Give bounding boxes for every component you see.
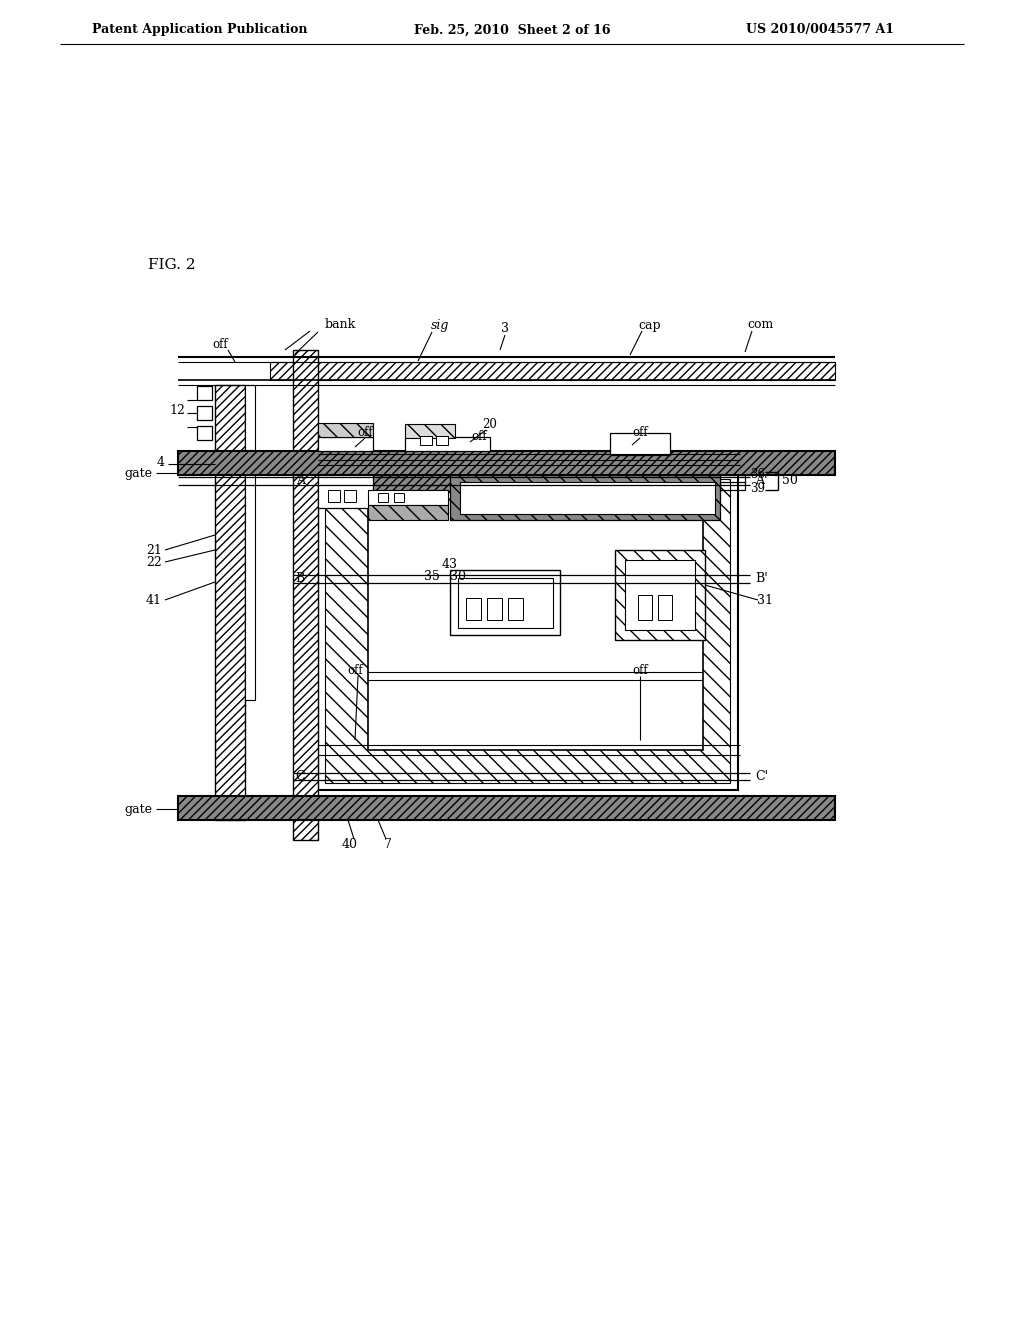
- Text: gate: gate: [124, 803, 152, 816]
- Bar: [450, 475, 720, 520]
- Bar: [178, 796, 835, 820]
- Bar: [487, 598, 502, 620]
- Text: off: off: [632, 425, 648, 438]
- Text: Feb. 25, 2010  Sheet 2 of 16: Feb. 25, 2010 Sheet 2 of 16: [414, 24, 610, 37]
- Text: B: B: [296, 572, 305, 585]
- Text: 4: 4: [157, 457, 165, 470]
- Text: 20: 20: [482, 417, 498, 430]
- Bar: [368, 500, 703, 750]
- Text: A: A: [296, 474, 305, 487]
- Text: off: off: [357, 425, 373, 438]
- Bar: [450, 570, 560, 635]
- Text: 50: 50: [782, 474, 798, 487]
- Text: 40: 40: [342, 838, 358, 851]
- Text: gate: gate: [124, 466, 152, 479]
- Bar: [406, 424, 455, 438]
- Text: 36: 36: [750, 469, 765, 482]
- Text: com: com: [746, 318, 773, 331]
- Text: 39: 39: [750, 482, 765, 495]
- Text: C: C: [295, 770, 305, 783]
- Bar: [318, 475, 373, 508]
- Text: 35: 35: [424, 570, 440, 583]
- Text: 12: 12: [169, 404, 185, 417]
- Bar: [394, 492, 404, 502]
- Text: 3: 3: [501, 322, 509, 334]
- Bar: [436, 436, 449, 445]
- Bar: [197, 407, 212, 420]
- Bar: [328, 490, 340, 502]
- Bar: [378, 492, 388, 502]
- Text: 7: 7: [384, 838, 392, 851]
- Bar: [466, 598, 481, 620]
- Bar: [197, 426, 212, 440]
- Text: Patent Application Publication: Patent Application Publication: [92, 24, 308, 37]
- Bar: [368, 506, 449, 520]
- Bar: [325, 475, 720, 492]
- Bar: [406, 437, 490, 451]
- Bar: [318, 437, 373, 451]
- Bar: [638, 595, 652, 620]
- Text: off: off: [632, 664, 648, 676]
- Text: 41: 41: [146, 594, 162, 606]
- Bar: [610, 433, 670, 455]
- Text: off: off: [347, 664, 362, 676]
- Text: cap: cap: [639, 318, 662, 331]
- Text: 30: 30: [450, 570, 466, 583]
- Text: 22: 22: [146, 556, 162, 569]
- Bar: [325, 479, 730, 783]
- Text: off: off: [471, 429, 486, 442]
- Text: off: off: [212, 338, 227, 351]
- Bar: [197, 385, 212, 400]
- Bar: [625, 560, 695, 630]
- Text: A': A': [755, 474, 768, 487]
- Bar: [245, 385, 255, 700]
- Bar: [460, 482, 715, 513]
- Bar: [318, 422, 373, 437]
- Text: C': C': [755, 770, 768, 783]
- Bar: [508, 598, 523, 620]
- Text: FIG. 2: FIG. 2: [148, 257, 196, 272]
- Text: sig: sig: [431, 318, 450, 331]
- Bar: [458, 578, 553, 628]
- Bar: [215, 385, 245, 820]
- Bar: [270, 362, 835, 380]
- Bar: [368, 490, 449, 506]
- Text: 43: 43: [442, 558, 458, 572]
- Bar: [420, 436, 432, 445]
- Bar: [344, 490, 356, 502]
- Bar: [658, 595, 672, 620]
- Text: B': B': [755, 572, 768, 585]
- Text: 31: 31: [757, 594, 773, 606]
- Text: 21: 21: [146, 544, 162, 557]
- Bar: [318, 473, 738, 789]
- Text: US 2010/0045577 A1: US 2010/0045577 A1: [746, 24, 894, 37]
- Bar: [615, 550, 705, 640]
- Text: bank: bank: [325, 318, 355, 331]
- Bar: [293, 350, 318, 840]
- Bar: [178, 451, 835, 475]
